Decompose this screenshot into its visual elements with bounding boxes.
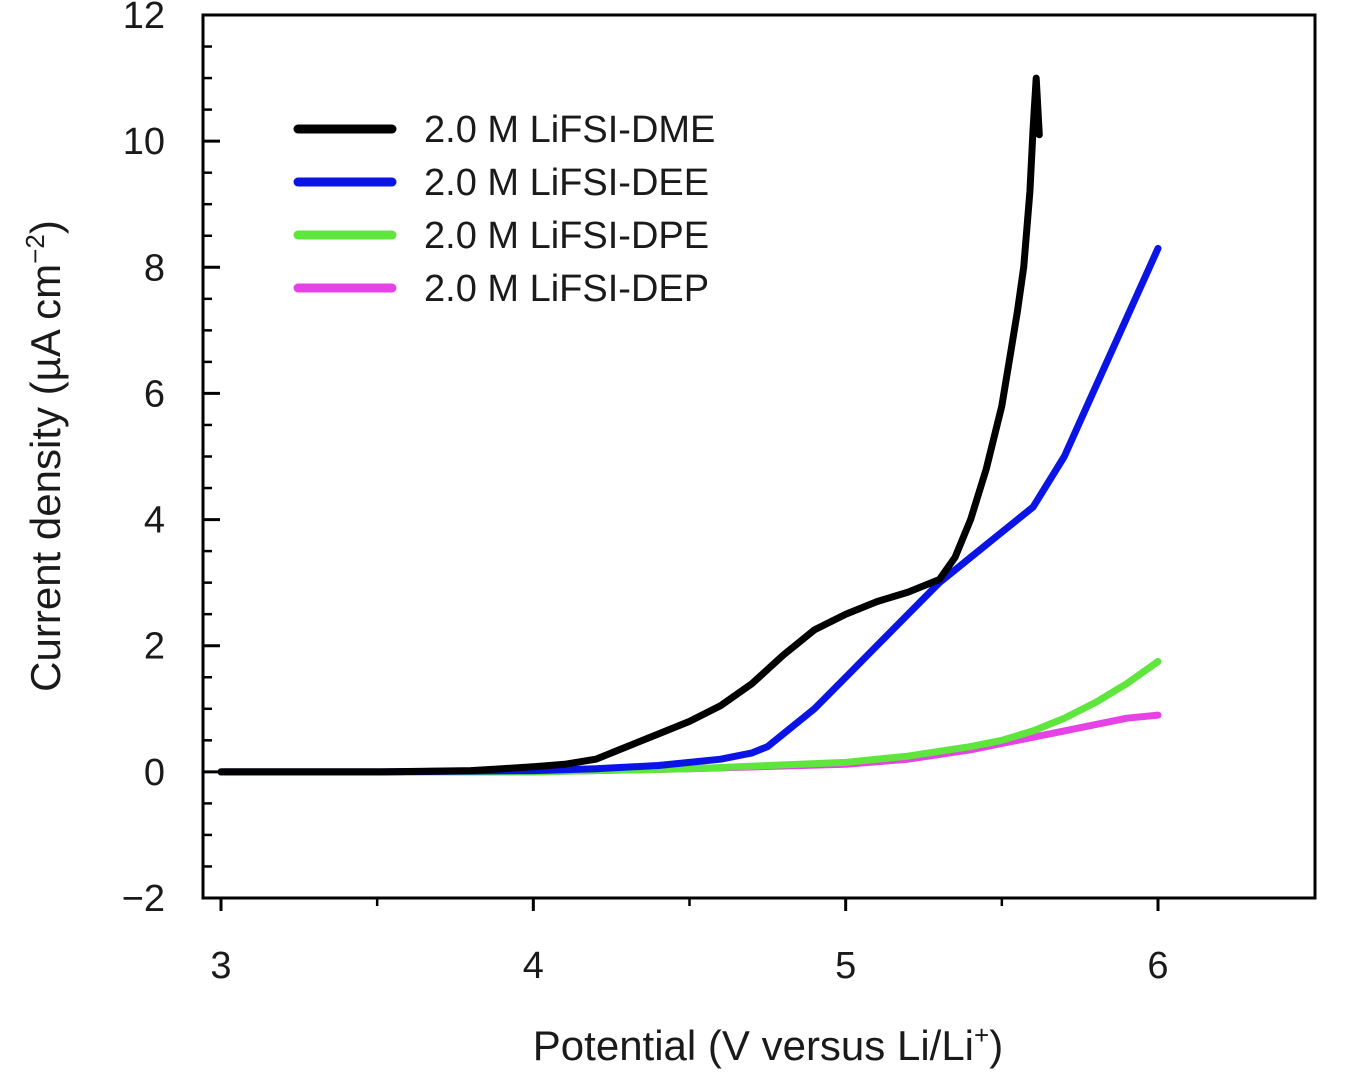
x-tick-label: 4 bbox=[523, 945, 544, 987]
series-line-dpe bbox=[217, 658, 1162, 776]
y-axis-label: Current density (µA cm−2) bbox=[20, 220, 69, 692]
y-tick-label: 8 bbox=[144, 247, 165, 289]
legend-label-dme: 2.0 M LiFSI-DME bbox=[424, 109, 715, 151]
y-tick-label: 6 bbox=[144, 373, 165, 415]
x-axis-label: Potential (V versus Li/Li+) bbox=[533, 1020, 1003, 1069]
series-lines bbox=[217, 74, 1162, 776]
series-line-dme bbox=[217, 74, 1043, 776]
y-tick-label: 4 bbox=[144, 500, 165, 542]
x-tick-label: 3 bbox=[210, 945, 231, 987]
x-tick-label: 6 bbox=[1147, 945, 1168, 987]
legend-label-dee: 2.0 M LiFSI-DEE bbox=[424, 162, 709, 204]
series-line-dee bbox=[217, 244, 1162, 776]
y-tick-label: 2 bbox=[144, 626, 165, 668]
y-tick-label: 10 bbox=[123, 121, 165, 163]
x-axis-ticks: 3 4 5 6 bbox=[210, 898, 1169, 987]
y-tick-label: 12 bbox=[123, 0, 165, 37]
x-tick-label: 5 bbox=[835, 945, 856, 987]
y-axis-ticks: −2 0 2 4 6 8 10 12 bbox=[122, 0, 220, 920]
legend-label-dpe: 2.0 M LiFSI-DPE bbox=[424, 215, 709, 257]
y-tick-label: 0 bbox=[144, 752, 165, 794]
legend-label-dep: 2.0 M LiFSI-DEP bbox=[424, 268, 709, 310]
y-tick-label: −2 bbox=[122, 878, 165, 920]
legend: 2.0 M LiFSI-DME 2.0 M LiFSI-DEE 2.0 M LiFS… bbox=[293, 109, 715, 310]
